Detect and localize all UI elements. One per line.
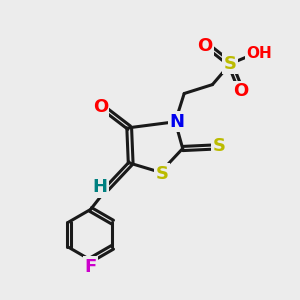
Text: O: O: [93, 98, 108, 116]
Text: OH: OH: [246, 46, 272, 61]
Text: S: S: [213, 136, 226, 154]
Text: N: N: [169, 113, 184, 131]
Text: S: S: [224, 55, 237, 73]
Text: S: S: [155, 165, 168, 183]
Text: F: F: [84, 257, 97, 275]
Text: O: O: [233, 82, 248, 100]
Text: O: O: [197, 37, 213, 55]
Text: H: H: [93, 178, 108, 196]
